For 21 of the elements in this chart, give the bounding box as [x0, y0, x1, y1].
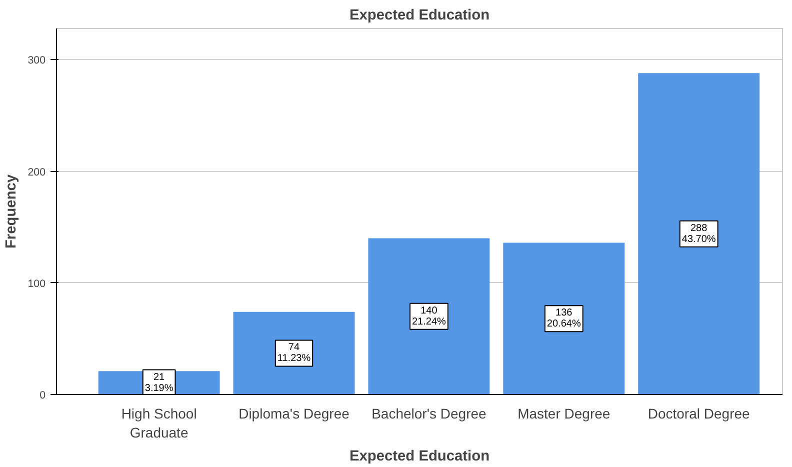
x-tick-label: High School Graduate: [121, 406, 197, 441]
chart-title: Expected Education: [349, 8, 490, 24]
bar: [503, 242, 625, 394]
x-tick-label: Doctoral Degree: [648, 406, 750, 422]
x-tick-label: Bachelor's Degree: [372, 406, 487, 422]
data-label: 140 21.24%: [412, 305, 446, 328]
data-label: 21 3.19%: [144, 372, 174, 394]
y-tick-label: 0: [40, 390, 46, 402]
bar: [638, 73, 760, 394]
bar: [368, 238, 490, 394]
x-tick-label: Master Degree: [518, 406, 610, 422]
data-label: 288 43.70%: [682, 222, 716, 245]
y-tick-label: 300: [28, 54, 46, 67]
y-tick-label: 100: [28, 278, 46, 290]
data-label: 74 11.23%: [277, 342, 311, 364]
bar: [233, 312, 355, 394]
x-tick-label: Diploma's Degree: [238, 406, 350, 422]
data-label: 136 20.64%: [546, 308, 581, 330]
y-axis-title: Frequency: [4, 174, 20, 249]
x-axis-title: Expected Education: [349, 448, 490, 465]
y-tick-label: 200: [28, 166, 46, 178]
